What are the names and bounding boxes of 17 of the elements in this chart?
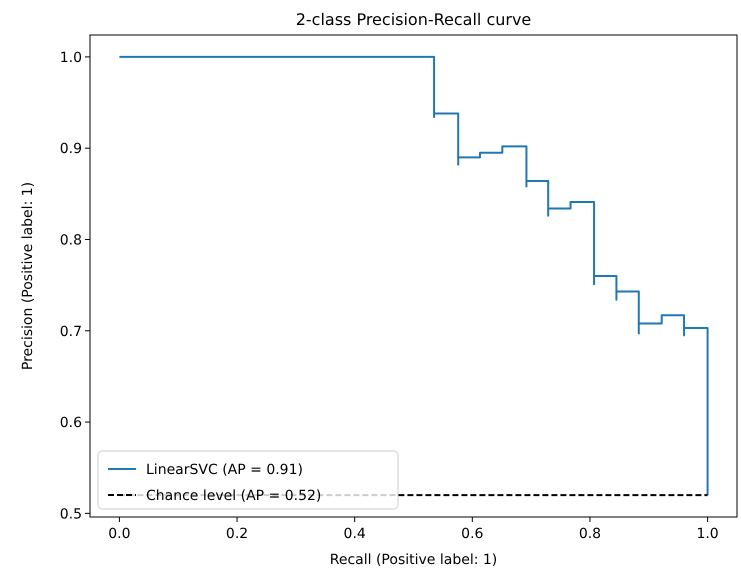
x-tick-label: 0.0 bbox=[108, 526, 131, 542]
x-tick-label: 0.2 bbox=[226, 526, 248, 542]
y-axis-title: Precision (Positive label: 1) bbox=[20, 182, 36, 370]
y-tick-label: 0.9 bbox=[60, 141, 82, 158]
x-tick-label: 1.0 bbox=[696, 526, 719, 542]
x-tick-label: 0.8 bbox=[578, 526, 602, 542]
y-tick-label: 0.7 bbox=[60, 324, 82, 340]
y-tick-label: 0.8 bbox=[60, 232, 82, 248]
legend-label: LinearSVC (AP = 0.91) bbox=[146, 462, 303, 478]
x-tick-label: 0.4 bbox=[344, 526, 366, 542]
y-tick-label: 0.5 bbox=[60, 506, 82, 522]
y-tick-label: 1.0 bbox=[60, 50, 82, 66]
y-tick-label: 0.6 bbox=[60, 415, 82, 432]
chart-title: 2-class Precision-Recall curve bbox=[296, 10, 532, 29]
x-axis-title: Recall (Positive label: 1) bbox=[330, 552, 498, 568]
legend-label: Chance level (AP = 0.52) bbox=[146, 488, 322, 504]
x-tick-label: 0.6 bbox=[461, 526, 484, 542]
